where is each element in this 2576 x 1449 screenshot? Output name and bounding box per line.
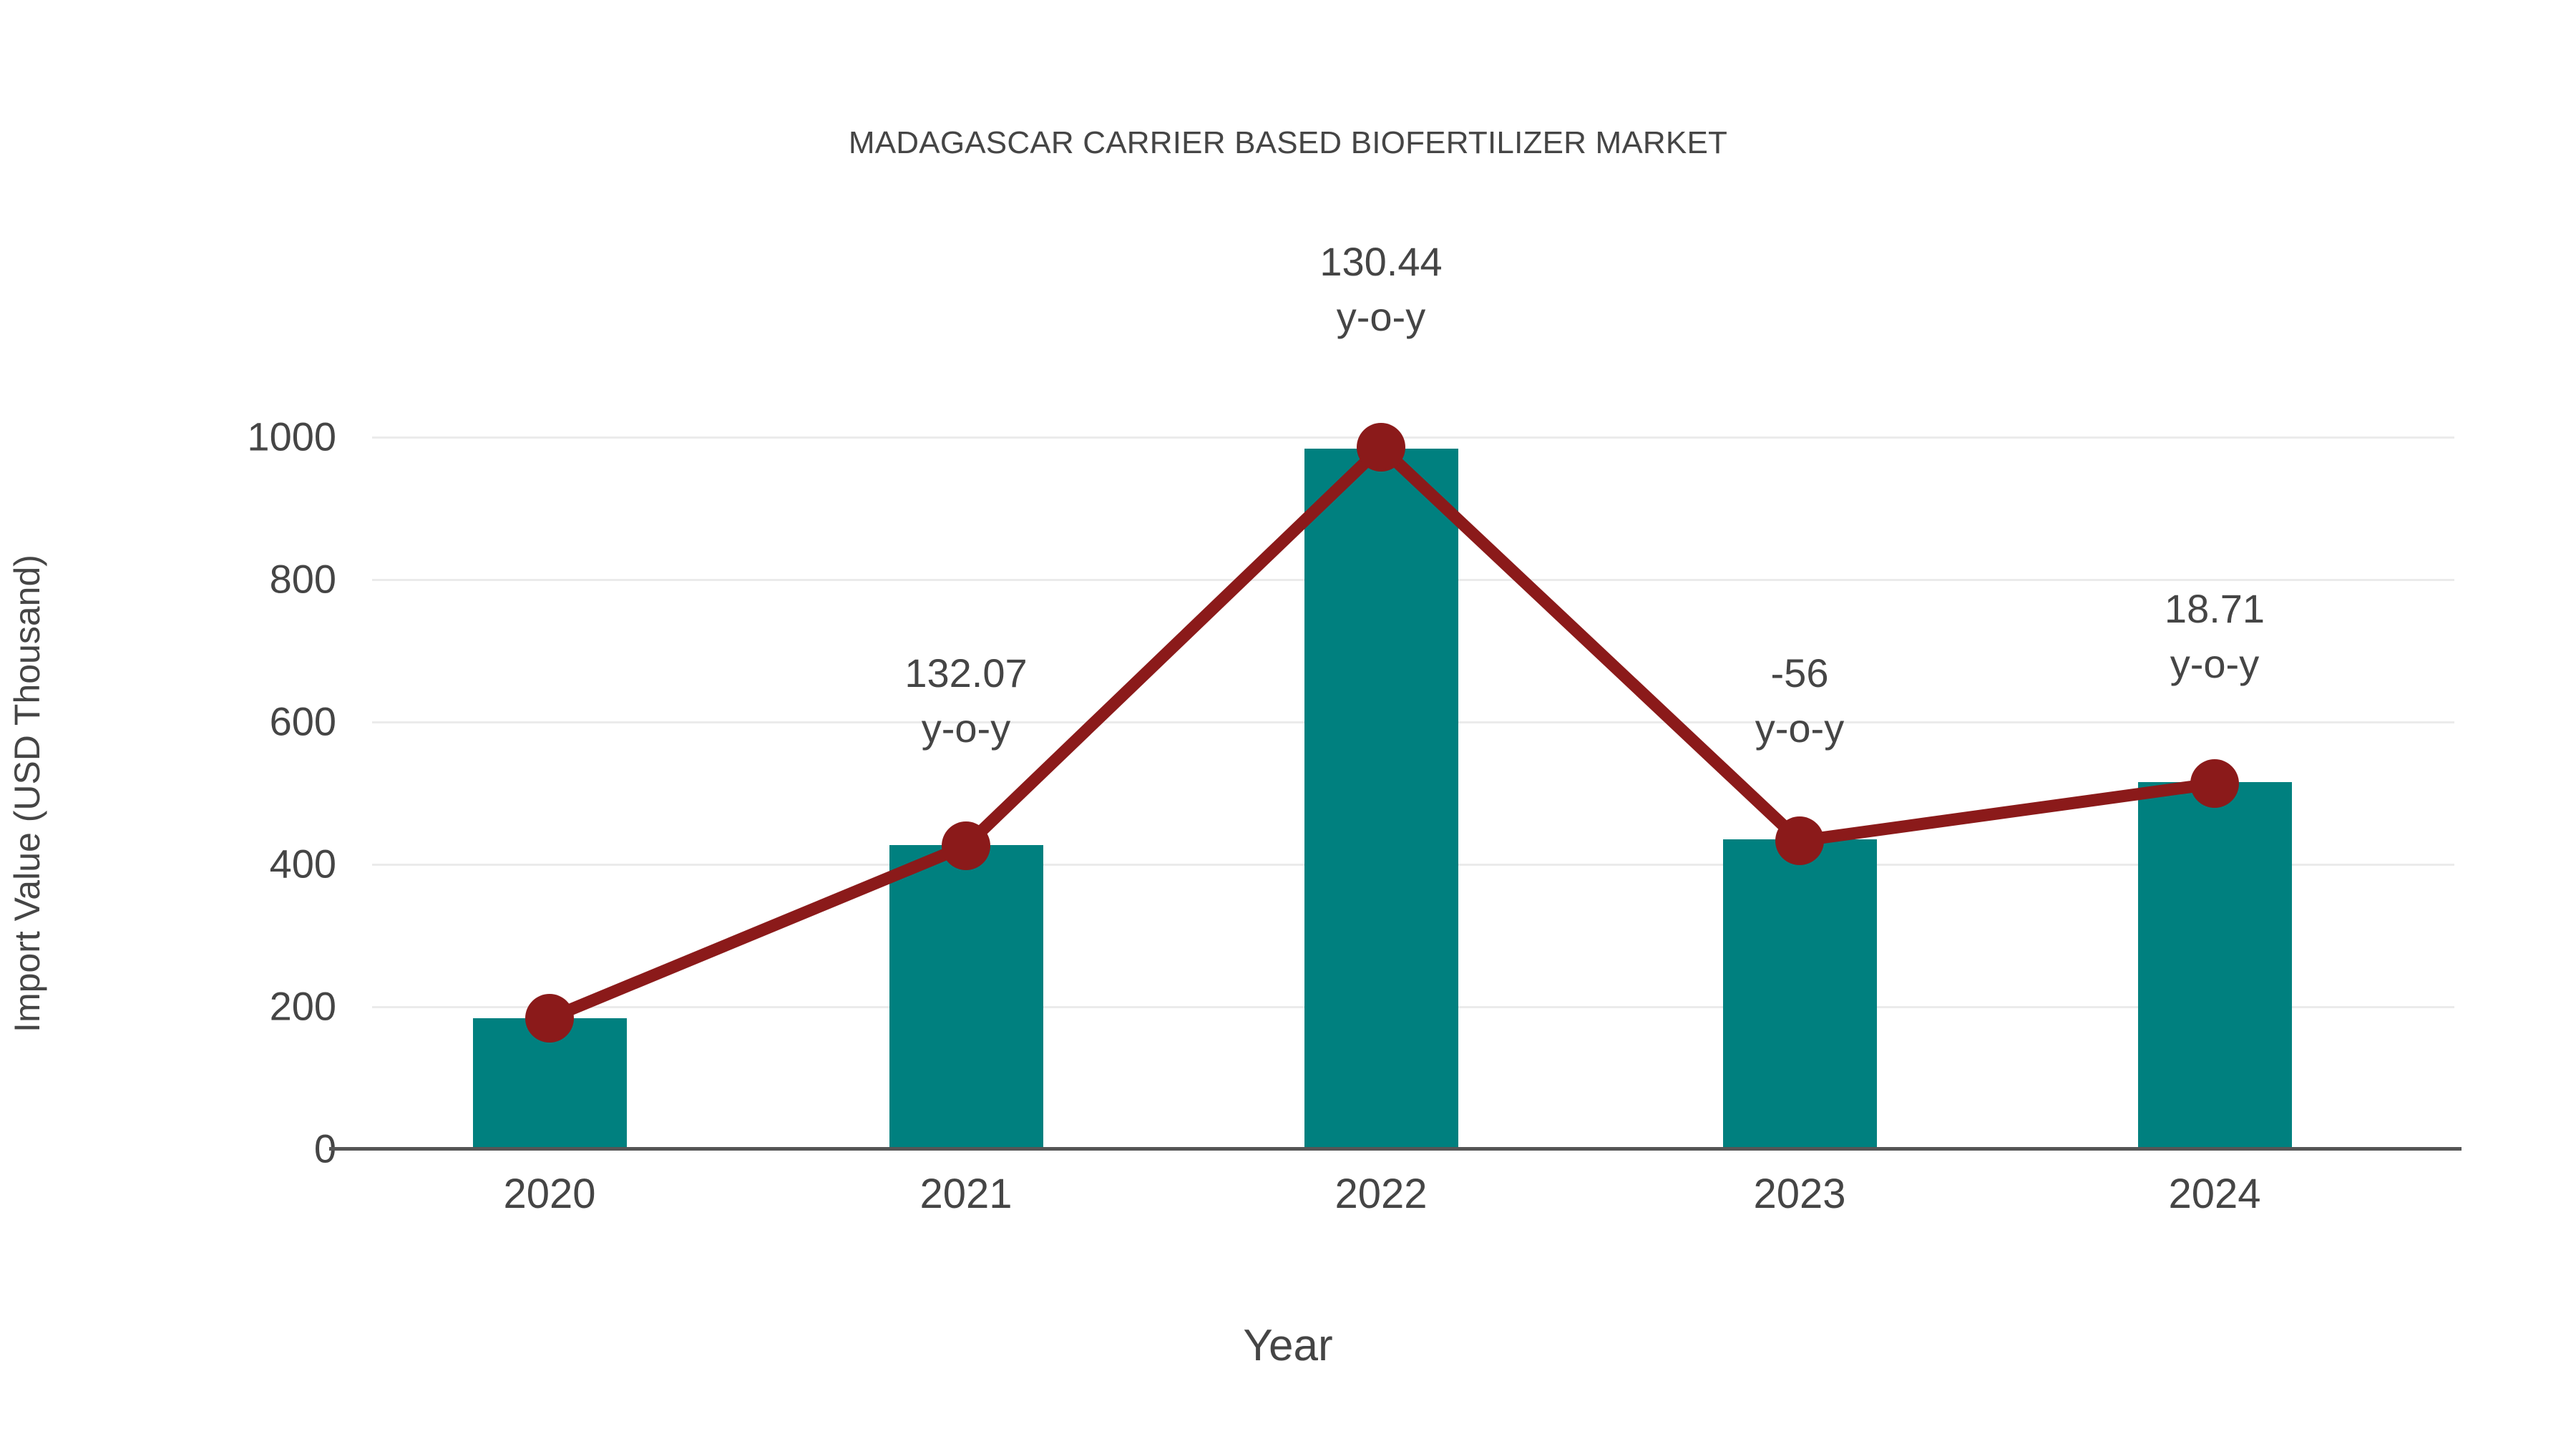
y-tick-0: 0 <box>313 1126 336 1171</box>
x-axis-title: Year <box>1243 1321 1333 1370</box>
bar-2021[interactable] <box>889 845 1043 1148</box>
bar-2022[interactable] <box>1304 449 1458 1148</box>
bar-2024[interactable] <box>2138 782 2292 1148</box>
annotation-2023-value: -56 <box>1770 650 1829 696</box>
x-tick-2020: 2020 <box>503 1171 596 1217</box>
annotation-2024-value: 18.71 <box>2164 586 2265 631</box>
annotation-2021: 132.07 y-o-y <box>780 650 1152 751</box>
gridline-1000 <box>372 436 2454 439</box>
annotation-2022-value: 130.44 <box>1319 239 1443 284</box>
y-tick-800: 800 <box>269 556 336 602</box>
bar-2020[interactable] <box>473 1018 627 1148</box>
annotation-2022-sub: y-o-y <box>1336 293 1426 339</box>
y-tick-200: 200 <box>269 983 336 1029</box>
x-tick-2023: 2023 <box>1753 1171 1846 1217</box>
y-tick-600: 600 <box>269 698 336 744</box>
y-tick-1000: 1000 <box>247 414 336 459</box>
annotation-2021-value: 132.07 <box>904 650 1028 696</box>
x-axis-line <box>329 1147 2462 1151</box>
x-tick-2022: 2022 <box>1335 1171 1428 1217</box>
annotation-2024-sub: y-o-y <box>2170 640 2260 686</box>
y-axis-title: Import Value (USD Thousand) <box>7 555 47 1033</box>
bar-2023[interactable] <box>1723 839 1877 1148</box>
annotation-2023-sub: y-o-y <box>1755 705 1845 751</box>
y-tick-400: 400 <box>269 841 336 887</box>
annotation-2022: 130.44 y-o-y <box>1195 239 1567 339</box>
plot-area <box>372 436 2454 1148</box>
annotation-2023: -56 y-o-y <box>1614 650 1986 751</box>
annotation-2024: 18.71 y-o-y <box>2029 586 2401 686</box>
x-tick-2021: 2021 <box>919 1171 1013 1217</box>
annotation-2021-sub: y-o-y <box>921 705 1011 751</box>
chart-title: MADAGASCAR CARRIER BASED BIOFERTILIZER M… <box>848 125 1728 160</box>
x-tick-2024: 2024 <box>2168 1171 2261 1217</box>
